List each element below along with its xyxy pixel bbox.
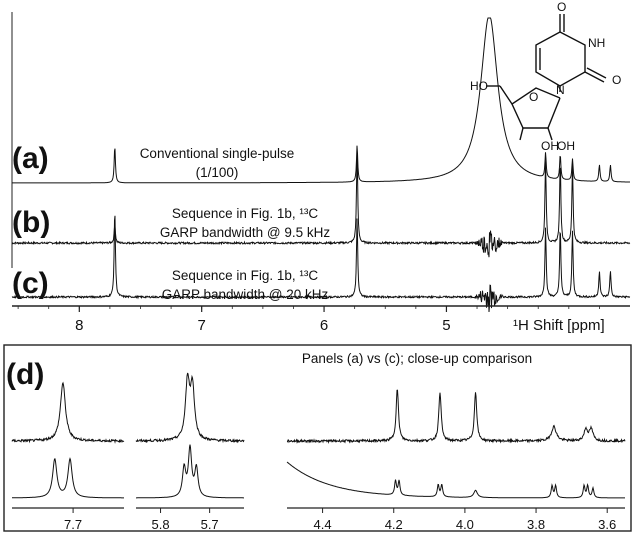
molecule-label: N — [556, 83, 565, 97]
closeup-trace — [12, 383, 124, 442]
closeup-trace — [136, 373, 244, 441]
closeup-trace — [136, 445, 244, 498]
spectrum-trace-b — [12, 153, 630, 257]
closeup-tick-label: 5.7 — [201, 517, 219, 532]
closeup-tick-label: 5.8 — [152, 517, 170, 532]
molecule-label: O — [612, 73, 621, 87]
caption-a-line1: Conventional single-pulse — [140, 146, 295, 161]
molecule-label: HO — [470, 79, 488, 93]
panel-d-frame — [4, 345, 631, 531]
panel-label-d: (d) — [6, 358, 44, 391]
caption-c-line1: Sequence in Fig. 1b, ¹³C — [172, 268, 319, 283]
closeup-tick-label: 4.2 — [385, 517, 403, 532]
molecule-label: O — [529, 90, 538, 104]
closeup-traces — [12, 373, 625, 498]
panel-label-c: (c) — [12, 267, 49, 300]
molecule-label: OH — [557, 139, 575, 153]
closeup-tick-label: 4.4 — [314, 517, 332, 532]
closeup-trace — [12, 459, 124, 498]
caption-b-line1: Sequence in Fig. 1b, ¹³C — [172, 206, 319, 221]
closeup-tick-label: 4.0 — [456, 517, 474, 532]
caption-b-line2: GARP bandwidth @ 9.5 kHz — [160, 225, 331, 240]
top-x-tick-label: 8 — [75, 317, 83, 334]
caption-a-line2: (1/100) — [196, 165, 239, 180]
top-x-tick-label: 7 — [198, 317, 206, 334]
caption-d: Panels (a) vs (c); close-up comparison — [302, 351, 532, 366]
closeup-tick-label: 7.7 — [64, 517, 82, 532]
closeup-trace — [287, 462, 625, 498]
closeup-tick-label: 3.6 — [598, 517, 616, 532]
top-x-tick-label: 6 — [320, 317, 328, 334]
x-axis-label: ¹H Shift [ppm] — [513, 317, 605, 334]
panel-label-a: (a) — [12, 142, 49, 175]
closeup-axes: 7.7 5.8 5.7 4.4 4.2 4.0 3.8 3.6 — [12, 508, 625, 532]
panel-label-b: (b) — [12, 206, 50, 239]
spectrum-traces — [12, 18, 630, 312]
closeup-trace — [287, 390, 625, 442]
uridine-structure — [486, 14, 606, 140]
closeup-tick-label: 3.8 — [527, 517, 545, 532]
caption-c-line2: GARP bandwidth @ 20 kHz — [162, 287, 329, 302]
top-x-tick-label: 5 — [442, 317, 450, 334]
molecule-label: NH — [588, 36, 605, 50]
molecule-label: O — [557, 0, 566, 14]
